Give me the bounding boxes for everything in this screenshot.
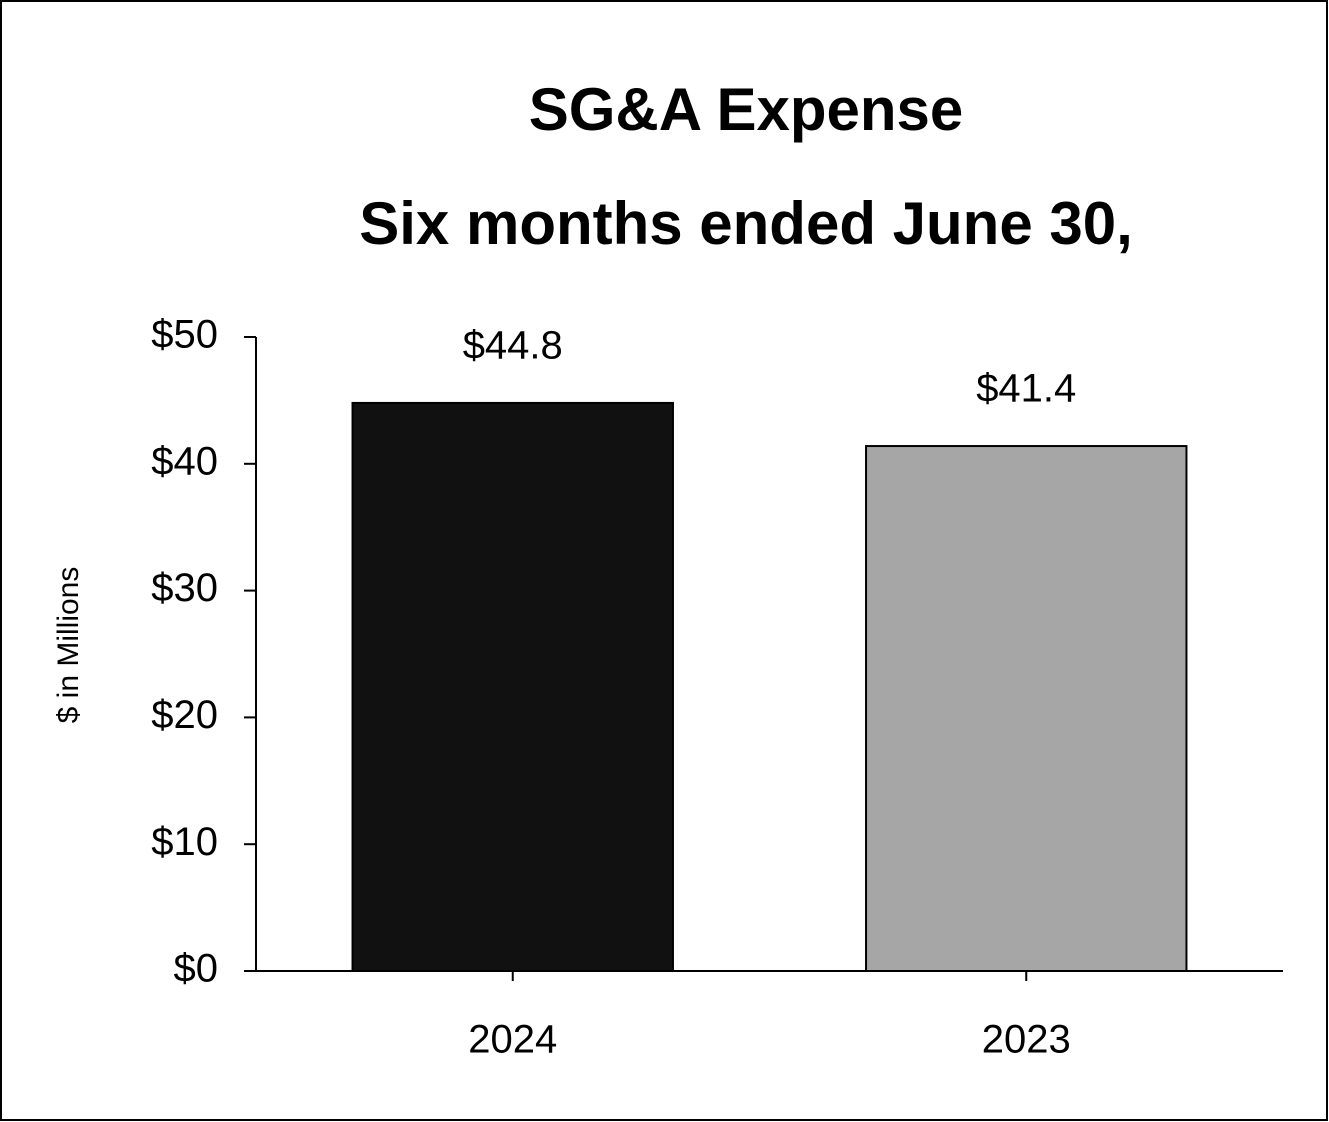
y-tick-label: $50 [151, 313, 218, 357]
chart-subtitle: Six months ended June 30, [359, 190, 1133, 257]
y-axis-label: $ in Millions [52, 567, 85, 724]
y-tick-label: $20 [151, 693, 218, 737]
y-tick-label: $0 [174, 947, 219, 991]
bar [865, 445, 1188, 973]
value-label: $41.4 [976, 367, 1076, 411]
chart-title: SG&A Expense [529, 76, 964, 143]
x-tick-label: 2023 [982, 1018, 1071, 1062]
y-tick-label: $30 [151, 566, 218, 610]
bar [351, 401, 674, 973]
x-tick-label: 2024 [468, 1018, 557, 1062]
y-tick-label: $10 [151, 820, 218, 864]
y-tick-label: $40 [151, 439, 218, 483]
value-label: $44.8 [463, 323, 563, 367]
